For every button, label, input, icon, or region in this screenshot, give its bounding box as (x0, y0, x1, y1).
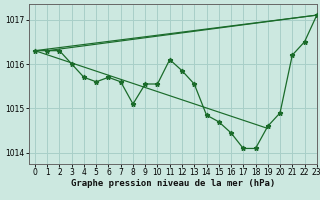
X-axis label: Graphe pression niveau de la mer (hPa): Graphe pression niveau de la mer (hPa) (71, 179, 275, 188)
